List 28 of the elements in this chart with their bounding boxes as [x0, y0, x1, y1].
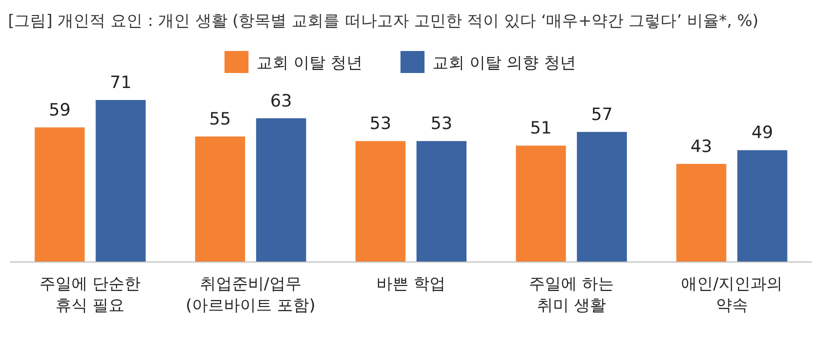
data-label: 43 [690, 136, 712, 157]
bar [576, 132, 627, 262]
data-label: 55 [209, 110, 231, 130]
data-label: 59 [48, 100, 71, 120]
bar [676, 164, 726, 262]
bar [256, 118, 306, 262]
x-tick-label: 바쁜 학업 [376, 274, 446, 293]
legend-label: 교회 이탈 의향 청년 [432, 53, 576, 72]
data-label: 53 [370, 114, 392, 134]
bar [96, 100, 146, 262]
chart-title: [그림] 개인적 요인 : 개인 생활 (항목별 교회를 떠나고자 고민한 적이 있다 ‘매우+약간 그렇다’ 비율*, %) [8, 11, 759, 30]
data-label: 51 [530, 118, 552, 139]
x-tick-label: 애인/지인과의 약속 [681, 274, 782, 315]
data-label: 49 [751, 123, 774, 144]
legend-label: 교회 이탈 청년 [256, 53, 363, 72]
data-label: 71 [110, 73, 132, 93]
bar [34, 127, 85, 262]
data-label: 53 [430, 114, 452, 134]
bar [516, 146, 566, 262]
bar [737, 150, 788, 262]
x-tick-label: 취업준비/업무 (아르바이트 포함) [186, 274, 316, 315]
bar [416, 141, 466, 262]
x-tick-label: 주일에 하는 취미 생활 [528, 274, 614, 315]
bar [195, 136, 246, 262]
data-label: 57 [591, 104, 613, 125]
bar [356, 141, 406, 262]
data-label: 63 [270, 91, 292, 112]
x-tick-label: 주일에 단순한 휴식 필요 [40, 274, 141, 315]
